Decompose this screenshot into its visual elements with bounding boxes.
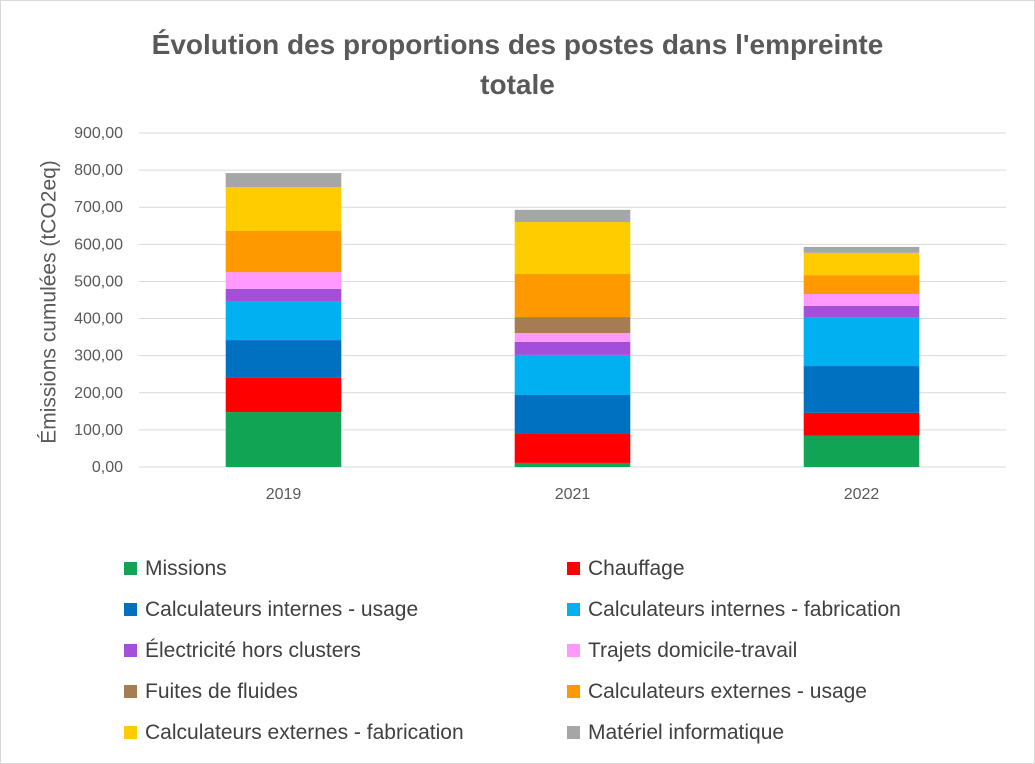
bar-segment-2022-trajets-domicile-travail	[803, 294, 920, 306]
legend-swatch	[124, 726, 137, 739]
bar-segment-2019-calculateurs-internes-usage	[225, 340, 342, 378]
legend-item-calculateurs-externes-usage: Calculateurs externes - usage	[567, 671, 1010, 712]
y-tick-label: 300,00	[74, 348, 123, 365]
x-tick-label: 2021	[555, 486, 591, 503]
y-tick-label: 800,00	[74, 162, 123, 179]
legend-label: Calculateurs externes - usage	[588, 679, 867, 703]
legend-label: Fuites de fluides	[145, 679, 298, 703]
legend-swatch	[124, 685, 137, 698]
legend-item-calculateurs-externes-fabrication: Calculateurs externes - fabrication	[124, 712, 567, 753]
x-tick-label: 2019	[266, 486, 302, 503]
legend-item-calculateurs-internes-fabrication: Calculateurs internes - fabrication	[567, 589, 1010, 630]
legend-item-calculateurs-internes-usage: Calculateurs internes - usage	[124, 589, 567, 630]
bar-segment-2019-materiel-informatique	[225, 173, 342, 188]
legend-label: Chauffage	[588, 556, 685, 580]
legend-item-fuites-de-fluides: Fuites de fluides	[124, 671, 567, 712]
x-tick-label: 2022	[844, 486, 880, 503]
legend-swatch	[124, 603, 137, 616]
bar-segment-2021-calculateurs-internes-fabrication	[514, 354, 631, 396]
bar-segment-2022-missions	[803, 435, 920, 467]
legend-label: Matériel informatique	[588, 720, 785, 744]
y-tick-label: 100,00	[74, 422, 123, 439]
bar-segment-2019-calculateurs-externes-usage	[225, 230, 342, 273]
legend-item-electricite-hors-clusters: Électricité hors clusters	[124, 630, 567, 671]
y-tick-label: 500,00	[74, 273, 123, 290]
legend-label: Trajets domicile-travail	[588, 638, 798, 662]
legend: Missions Chauffage Calculateurs internes -…	[124, 548, 1010, 753]
legend-label: Calculateurs internes - fabrication	[588, 597, 901, 621]
legend-item-materiel-informatique: Matériel informatique	[567, 712, 1010, 753]
legend-label: Missions	[145, 556, 227, 580]
legend-swatch	[124, 644, 137, 657]
bar-segment-2022-calculateurs-externes-usage	[803, 275, 920, 295]
bar-segment-2021-trajets-domicile-travail	[514, 333, 631, 342]
bar-segment-2019-electricite-hors-clusters	[225, 288, 342, 302]
legend-swatch	[567, 603, 580, 616]
x-axis-ticks: 2019 2021 2022	[266, 486, 880, 503]
y-tick-label: 200,00	[74, 385, 123, 402]
y-tick-label: 600,00	[74, 236, 123, 253]
y-tick-label: 0,00	[92, 459, 123, 476]
legend-swatch	[567, 726, 580, 739]
bar-segment-2022-electricite-hors-clusters	[803, 305, 920, 318]
bar-segment-2022-chauffage	[803, 412, 920, 436]
bar-segment-2021-fuites-de-fluides	[514, 317, 631, 334]
legend-label: Calculateurs externes - fabrication	[145, 720, 464, 744]
y-axis-ticks: 0,00 100,00 200,00 300,00 400,00 500,00 600,00…	[74, 125, 123, 476]
bar-segment-2021-calculateurs-externes-usage	[514, 274, 631, 318]
bar-segment-2021-electricite-hors-clusters	[514, 341, 631, 355]
legend-label: Électricité hors clusters	[145, 638, 361, 662]
bar-segment-2022-calculateurs-internes-usage	[803, 366, 920, 413]
legend-item-trajets-domicile-travail: Trajets domicile-travail	[567, 630, 1010, 671]
y-tick-label: 900,00	[74, 125, 123, 142]
bars	[225, 173, 920, 467]
legend-swatch	[567, 644, 580, 657]
bar-segment-2021-calculateurs-internes-usage	[514, 395, 631, 434]
bar-segment-2021-materiel-informatique	[514, 209, 631, 223]
y-axis-label: Émissions cumulées (tCO2eq)	[37, 160, 60, 444]
bar-segment-2021-calculateurs-externes-fabrication	[514, 222, 631, 275]
bar-segment-2022-calculateurs-internes-fabrication	[803, 317, 920, 367]
bar-segment-2019-calculateurs-externes-fabrication	[225, 187, 342, 231]
legend-item-chauffage: Chauffage	[567, 548, 1010, 589]
bar-segment-2021-missions	[514, 462, 631, 467]
legend-label: Calculateurs internes - usage	[145, 597, 419, 621]
legend-swatch	[567, 685, 580, 698]
bar-segment-2021-chauffage	[514, 433, 631, 463]
bar-segment-2019-trajets-domicile-travail	[225, 272, 342, 289]
bar-segment-2019-chauffage	[225, 377, 342, 413]
bar-segment-2022-materiel-informatique	[803, 246, 920, 253]
bar-segment-2019-missions	[225, 412, 342, 467]
legend-swatch	[124, 562, 137, 575]
y-tick-label: 700,00	[74, 199, 123, 216]
chart-title: Évolution des proportions des postes dan…	[151, 29, 884, 100]
legend-swatch	[567, 562, 580, 575]
bar-segment-2022-calculateurs-externes-fabrication	[803, 252, 920, 276]
legend-item-missions: Missions	[124, 548, 567, 589]
bar-segment-2019-calculateurs-internes-fabrication	[225, 301, 342, 341]
y-tick-label: 400,00	[74, 311, 123, 328]
